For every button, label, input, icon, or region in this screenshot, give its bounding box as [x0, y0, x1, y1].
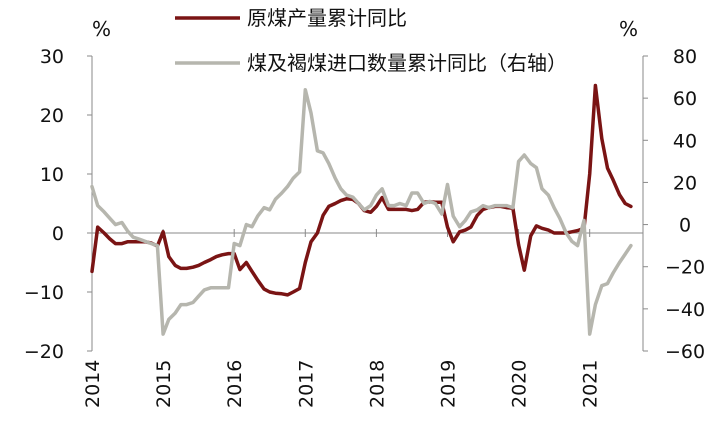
x-tick-label: 2021 [580, 360, 602, 408]
series-line-coal-imports [90, 87, 633, 336]
left-tick-label: 10 [40, 164, 64, 186]
x-tick-label: 2016 [224, 360, 246, 408]
tick-labels: 30 20 10 0 −10 −20 80 60 40 20 0 −20 −40 −60 2014 2015 2… [24, 46, 705, 408]
right-axis-unit: % [619, 17, 638, 41]
axes [87, 55, 648, 352]
right-tick-label: −40 [665, 299, 705, 321]
legend-label-coal-production: 原煤产量累计同比 [247, 6, 407, 30]
right-tick-label: 60 [673, 88, 697, 110]
x-tick-label: 2018 [366, 360, 388, 408]
x-tick-label: 2014 [82, 360, 104, 408]
right-tick-label: −20 [665, 257, 705, 279]
left-tick-label: −10 [24, 282, 64, 304]
x-tick-label: 2020 [509, 360, 531, 408]
legend-label-coal-imports: 煤及褐煤进口数量累计同比（右轴） [247, 51, 567, 75]
series-line-coal-production [90, 83, 633, 297]
left-tick-label: 20 [40, 105, 64, 127]
x-tick-label: 2017 [295, 360, 317, 408]
left-tick-label: 0 [52, 223, 64, 245]
right-tick-label: 40 [673, 130, 697, 152]
right-tick-label: 0 [679, 215, 691, 237]
left-tick-label: 30 [40, 46, 64, 68]
x-tick-label: 2019 [437, 360, 459, 408]
right-tick-label: 80 [673, 46, 697, 68]
right-tick-label: 20 [673, 172, 697, 194]
left-axis-unit: % [92, 17, 111, 41]
left-tick-label: −20 [24, 341, 64, 363]
right-tick-label: −60 [665, 341, 705, 363]
x-tick-label: 2015 [153, 360, 175, 408]
legend: 原煤产量累计同比 煤及褐煤进口数量累计同比（右轴） [175, 6, 567, 75]
series-lines [90, 83, 633, 336]
